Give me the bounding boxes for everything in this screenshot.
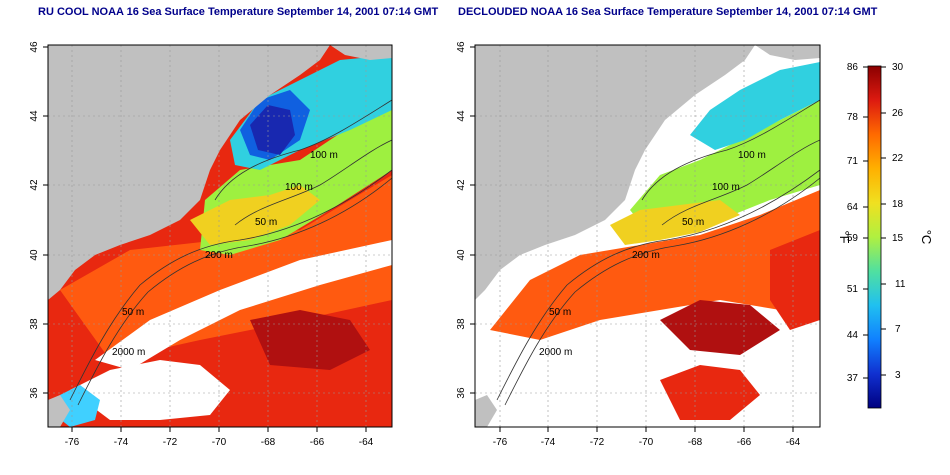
left-y-tick-4: 38 <box>29 318 40 330</box>
right-x-tick-0: -76 <box>493 437 508 448</box>
right-land <box>475 45 755 300</box>
right-red-south <box>660 365 760 420</box>
fahrenheit-tick-1: 78 <box>847 112 859 123</box>
right-map-title: DECLOUDED NOAA 16 Sea Surface Temperatur… <box>458 6 878 18</box>
right-gulf-maine-cyan <box>690 62 820 150</box>
right-contour-label-5: 2000 m <box>539 347 572 358</box>
right-x-tick-4: -68 <box>688 437 703 448</box>
fahrenheit-tick-7: 37 <box>847 373 859 384</box>
left-x-tick-6: -64 <box>359 437 374 448</box>
right-map-frame <box>474 44 821 428</box>
left-x-tick-5: -66 <box>310 437 325 448</box>
left-map-frame <box>47 44 393 428</box>
right-contour-label-4: 50 m <box>549 307 571 318</box>
right-dark-red-patch <box>660 300 780 355</box>
left-cloud-streak <box>95 240 392 370</box>
celsius-tick-6: 7 <box>895 324 901 335</box>
left-x-tick-3: -70 <box>212 437 227 448</box>
right-y-tick-2: 42 <box>456 179 467 191</box>
right-contour-label-2: 50 m <box>682 217 704 228</box>
right-y-tick-4: 38 <box>456 318 467 330</box>
left-contours <box>69 99 392 406</box>
fahrenheit-tick-0: 86 <box>847 62 859 73</box>
right-x-tick-2: -72 <box>590 437 605 448</box>
celsius-tick-0: 30 <box>892 62 904 73</box>
right-y-axis <box>470 46 475 394</box>
fahrenheit-tick-2: 71 <box>847 156 859 167</box>
left-map-title: RU COOL NOAA 16 Sea Surface Temperature … <box>38 6 439 18</box>
right-x-tick-6: -64 <box>786 437 801 448</box>
left-x-tick-2: -72 <box>163 437 178 448</box>
left-grid <box>48 45 392 427</box>
left-y-axis <box>43 46 48 394</box>
left-cloud-south <box>70 360 230 420</box>
right-y-tick-0: 46 <box>456 41 467 53</box>
right-warm-slope <box>490 190 820 340</box>
colorbar <box>867 65 882 409</box>
left-map: 100 m 100 m 50 m 200 m 50 m 2000 m <box>48 45 392 427</box>
right-contours <box>496 99 820 406</box>
right-x-tick-3: -70 <box>639 437 654 448</box>
right-red-east <box>770 230 820 330</box>
celsius-unit-label: °C <box>919 230 934 245</box>
right-x-tick-1: -74 <box>541 437 556 448</box>
right-x-axis <box>499 427 794 432</box>
right-contour-label-1: 100 m <box>712 182 740 193</box>
left-cold-south <box>55 385 100 427</box>
fahrenheit-unit-label: °F <box>837 230 852 243</box>
fahrenheit-tick-5: 51 <box>847 284 859 295</box>
left-contour-label-3: 200 m <box>205 250 233 261</box>
celsius-tick-4: 15 <box>892 233 904 244</box>
left-y-tick-1: 44 <box>29 110 40 122</box>
left-dark-blue-patch <box>250 105 295 155</box>
left-yellow-band <box>190 185 320 245</box>
right-x-tick-5: -66 <box>737 437 752 448</box>
right-contour-label-3: 200 m <box>632 250 660 261</box>
right-y-tick-5: 36 <box>456 387 467 399</box>
fahrenheit-tick-3: 64 <box>847 202 859 213</box>
left-y-tick-3: 40 <box>29 249 40 261</box>
left-dark-red-patch <box>250 310 370 370</box>
fahrenheit-tick-4: 59 <box>847 233 859 244</box>
celsius-tick-3: 18 <box>892 199 904 210</box>
right-yellow-band <box>610 200 740 245</box>
right-contour-label-0: 100 m <box>738 150 766 161</box>
colorbar-ticks <box>863 66 886 379</box>
celsius-tick-1: 26 <box>892 108 904 119</box>
right-grid <box>475 45 820 427</box>
left-y-tick-5: 36 <box>29 387 40 399</box>
celsius-tick-7: 3 <box>895 370 901 381</box>
right-land-south <box>475 395 497 427</box>
left-y-tick-0: 46 <box>29 41 40 53</box>
left-island <box>330 45 392 60</box>
right-island <box>755 45 820 60</box>
left-contour-label-2: 50 m <box>255 217 277 228</box>
celsius-tick-2: 22 <box>892 153 904 164</box>
left-y-tick-2: 42 <box>29 179 40 191</box>
right-y-tick-1: 44 <box>456 110 467 122</box>
left-land <box>48 45 330 300</box>
left-x-tick-1: -74 <box>114 437 129 448</box>
left-contour-label-5: 2000 m <box>112 347 145 358</box>
fahrenheit-tick-6: 44 <box>847 330 859 341</box>
right-shelf-green <box>630 100 820 235</box>
left-contour-label-1: 100 m <box>285 182 313 193</box>
left-x-tick-4: -68 <box>261 437 276 448</box>
left-land-south <box>48 395 70 427</box>
right-map: 100 m 100 m 50 m 200 m 50 m 2000 m <box>475 45 820 427</box>
right-y-tick-3: 40 <box>456 249 467 261</box>
left-x-axis <box>71 427 367 432</box>
left-contour-label-4: 50 m <box>122 307 144 318</box>
left-contour-label-0: 100 m <box>310 150 338 161</box>
celsius-tick-5: 11 <box>895 279 906 290</box>
left-x-tick-0: -76 <box>65 437 80 448</box>
